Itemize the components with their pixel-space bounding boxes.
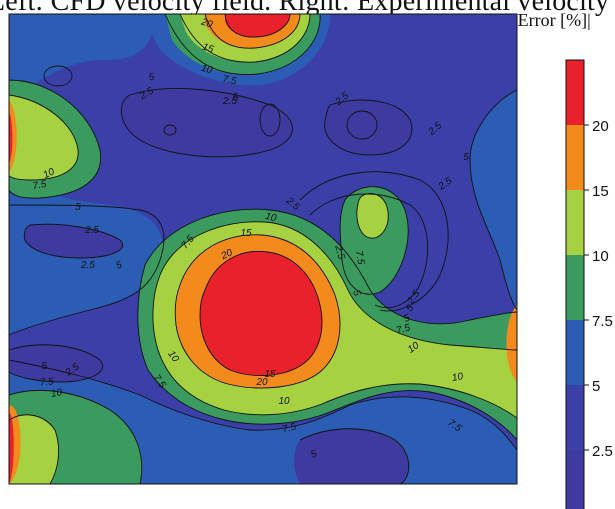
plot-frame	[8, 13, 518, 485]
contour-line	[299, 428, 410, 484]
contour-line	[469, 89, 517, 311]
contour-label: 5	[115, 259, 124, 271]
band-5-7-5-west	[9, 14, 163, 335]
contour-lines	[9, 14, 517, 484]
contour-line	[23, 223, 123, 259]
contour-line	[164, 14, 321, 75]
contour-label: 10	[278, 396, 290, 407]
contour-line	[346, 110, 378, 140]
band-0-2-5-pocket-b	[324, 100, 412, 155]
band-20-top	[225, 14, 290, 38]
contour-label: 20	[255, 377, 268, 388]
colorbar-tick-label: 15	[592, 183, 609, 200]
contour-label: 2.5	[332, 243, 347, 261]
contour-line	[43, 65, 73, 87]
band-20-center	[200, 251, 322, 376]
contour-line	[309, 193, 429, 309]
contour-label: 2.5	[80, 260, 95, 271]
contour-label: 5	[402, 312, 412, 325]
colorbar-band-20	[566, 60, 584, 125]
contour-line	[9, 359, 517, 451]
contour-label: 7.5	[281, 421, 298, 435]
contour-label: 5	[404, 302, 416, 314]
contour-line	[339, 186, 409, 295]
colorbar: 20 15 10 7.5 5 2.5	[565, 59, 613, 509]
colorbar-band-10	[566, 190, 584, 255]
band-0-2-5-pocket-c	[9, 344, 103, 382]
contour-label: 20	[219, 247, 235, 262]
contour-label: 10	[451, 371, 464, 384]
contour-line	[9, 390, 143, 484]
contour-label: 10	[264, 211, 278, 225]
contour-line	[179, 14, 311, 63]
colorbar-tick-label: 2.5	[592, 443, 613, 460]
contour-label: 10	[42, 166, 57, 181]
contour-label: 5	[309, 448, 319, 461]
contour-line	[199, 250, 323, 377]
colorbar-band-2-5	[566, 385, 584, 450]
chart-title: Left: CFD velocity field. Right: Experim…	[0, 0, 610, 17]
colorbar-tick-label: 10	[592, 248, 609, 265]
contour-line	[120, 88, 293, 158]
contour-label: 5	[350, 289, 362, 298]
contour-line	[163, 124, 177, 136]
contour-label: 15	[201, 42, 215, 56]
contour-label: 7.5	[353, 250, 366, 266]
contour-label: 20	[199, 16, 214, 30]
contour-label: 7.5	[39, 376, 54, 388]
contour-label: 15	[240, 228, 252, 239]
colorbar-band-7-5	[566, 255, 584, 320]
contour-line	[137, 264, 517, 441]
colorbar-tick-label: 5	[592, 378, 600, 395]
contour-line	[9, 204, 165, 336]
colorbar-band-15	[566, 125, 584, 190]
colorbar-tick-label: 7.5	[592, 313, 613, 330]
band-15-20-east-edge	[506, 305, 517, 382]
contour-label: 5	[148, 72, 156, 84]
band-0-2-5-pocket-a	[121, 88, 293, 157]
colorbar-tick-label: 20	[592, 118, 609, 135]
contour-label: 7.5	[395, 322, 412, 336]
colorbar-band-0	[566, 450, 584, 509]
contour-label: 10	[50, 387, 63, 400]
colorbar-frame	[565, 59, 585, 509]
contour-label: 5	[232, 92, 239, 104]
colorbar-band-5	[566, 320, 584, 385]
contour-line	[9, 414, 60, 484]
contour-label: 10	[200, 63, 214, 76]
contour-line	[152, 274, 517, 419]
contour-field	[9, 14, 517, 484]
contour-line	[324, 99, 413, 156]
band-10-15-north-right	[356, 193, 389, 239]
contour-label: 15	[264, 369, 276, 380]
contour-line	[9, 344, 103, 383]
contour-label: 2.5	[84, 225, 99, 236]
contour-label: 7.5	[222, 74, 238, 87]
contour-line	[174, 234, 341, 389]
band-5-7-5-east	[470, 90, 517, 310]
contour-line	[259, 103, 281, 137]
contour-line	[9, 79, 102, 199]
contour-line	[299, 171, 449, 312]
band-20-sw-edge	[9, 412, 14, 484]
band-0-2-5-pocket-e	[24, 224, 123, 258]
contour-label: 5	[41, 361, 49, 373]
contour-line	[9, 94, 79, 181]
contour-line	[204, 14, 301, 49]
band-10-15-west	[9, 95, 79, 180]
contour-label: 7.5	[32, 179, 48, 192]
contour-line	[159, 221, 517, 351]
band-0-2-5-pocket-d	[294, 428, 409, 484]
contour-label: 5	[463, 152, 469, 163]
band-20-west-edge	[9, 112, 13, 163]
contour-line	[144, 208, 517, 325]
contour-line	[224, 14, 291, 38]
contour-label: 2.5	[222, 96, 237, 107]
band-10-15-southwest	[9, 414, 59, 484]
contour-label: 5	[75, 202, 81, 213]
colorbar-title: |Error [%]|	[514, 10, 591, 30]
contour-line	[356, 193, 389, 239]
